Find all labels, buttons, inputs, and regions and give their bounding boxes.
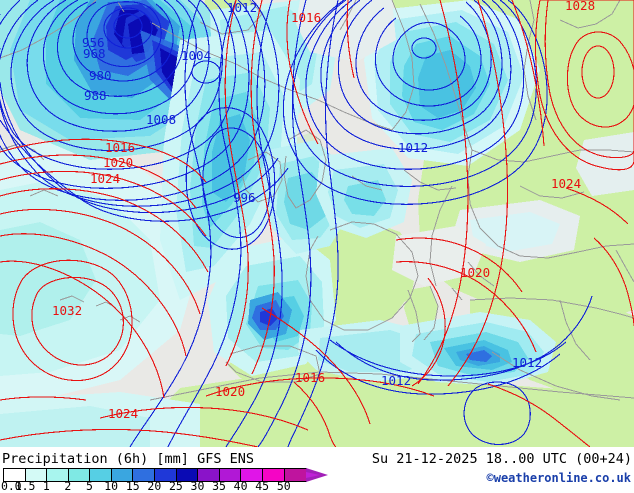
colorbar-segment-20 [155,469,177,481]
colorbar-segment-0.1 [4,469,26,481]
isobar-label-988-7: 988 [84,88,107,103]
colorbar-segment-10 [111,469,134,481]
tick-label-1: 1 [42,479,50,493]
colorbar-segment-2 [68,469,91,481]
isobar-label-1012-9: 1012 [398,140,428,155]
colorbar-segment-50 [284,469,307,481]
legend-title: Precipitation (6h) [mm] GFS ENS [2,451,254,467]
colorbar-segment-45 [262,469,285,481]
isobar-label-1012-19: 1012 [381,373,411,388]
isobar-label-1016-18: 1016 [295,370,325,385]
tick-label-15: 15 [125,479,140,493]
tick-label-35: 35 [212,479,226,493]
tick-label-2: 2 [64,479,72,493]
colorbar-segment-0.5 [25,469,48,481]
tick-label-0.5: 0.5 [14,479,36,493]
legend-footer: Precipitation (6h) [mm] GFS ENS Su 21-12… [0,447,634,492]
run-timestamp: Su 21-12-2025 18..00 UTC (00+24) [371,451,632,467]
tick-label-45: 45 [255,479,270,493]
isobar-high-layer [0,0,634,447]
precipitation-colorbar[interactable] [3,468,307,482]
isobar-label-1016-10: 1016 [105,140,135,155]
colorbar-tick-labels: 0.1 0.5 1 2 5 10 15 20 25 30 35 40 45 50 [0,480,330,492]
isobar-label-1024-12: 1024 [90,171,120,186]
copyright-notice: ©weatheronline.co.uk [486,471,632,485]
map-canvas[interactable]: 1012 1016 1028 956 968 1004 980 988 1008 1012 1016… [0,0,634,447]
tick-label-10: 10 [104,479,119,493]
tick-label-30: 30 [190,479,205,493]
isobar-low-layer [0,0,593,447]
isobar-label-1012-0: 1012 [227,0,257,15]
isobar-label-968-4: 968 [83,46,106,61]
colorbar-segments[interactable] [3,468,307,482]
isobar-label-1004-5: 1004 [181,48,211,63]
isobar-label-980-6: 980 [89,68,112,83]
isobar-label-1032-16: 1032 [52,303,82,318]
isobar-label-1020-11: 1020 [103,155,133,170]
isobar-label-956-3: 956 [82,35,105,50]
colorbar-segment-5 [90,469,112,481]
isobar-label-996-14: 996 [233,190,256,205]
tick-label-0.1: 0.1 [1,479,22,493]
tick-label-20: 20 [147,479,162,493]
colorbar-segment-1 [47,469,69,481]
isobar-label-1028-2: 1028 [565,0,595,13]
colorbar-overflow-arrow-inner [306,472,320,478]
tick-label-50: 50 [276,479,291,493]
isobar-label-1008-8: 1008 [146,112,176,127]
colorbar-segment-15 [133,469,156,481]
tick-label-25: 25 [168,479,183,493]
colorbar-segment-30 [198,469,220,481]
isobar-label-1020-15: 1020 [460,265,490,280]
colorbar-segment-25 [176,469,199,481]
isobar-label-1016-1: 1016 [291,10,321,25]
isobar-label-1012-17: 1012 [512,355,542,370]
isobar-label-1024-13: 1024 [551,176,581,191]
colorbar-segment-40 [241,469,263,481]
tick-label-40: 40 [233,479,248,493]
colorbar-segment-35 [219,469,242,481]
isobar-label-1020-20: 1020 [215,384,245,399]
isobar-label-1024-21: 1024 [108,406,138,421]
tick-label-5: 5 [85,479,93,493]
